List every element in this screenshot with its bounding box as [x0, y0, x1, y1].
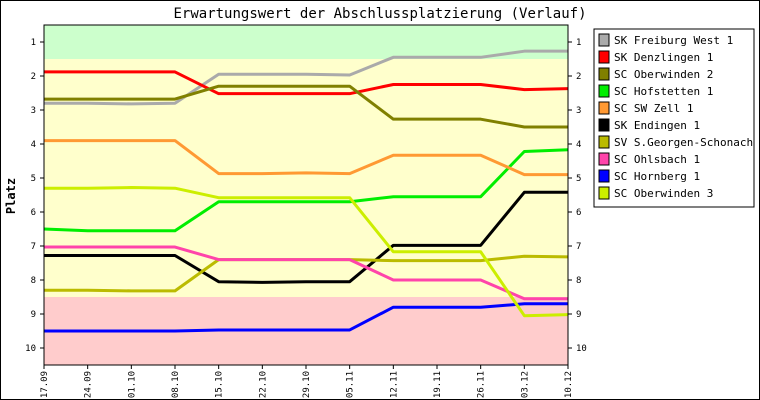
legend-swatch-5: [598, 118, 610, 132]
legend-swatch-7: [598, 152, 610, 166]
y-tick-label-right: 5: [576, 174, 581, 184]
legend-entry-2: SC Oberwinden 2: [614, 68, 713, 81]
legend: SK Freiburg West 1 SK Denzlingen 1 SC Ober…: [593, 28, 760, 208]
x-tick-label: 10.12: [564, 371, 574, 398]
legend-entry-9: SC Oberwinden 3: [614, 187, 713, 200]
legend-entry-4: SC SW Zell 1: [614, 102, 693, 115]
chart-title: Erwartungswert der Abschlussplatzierung …: [173, 6, 586, 22]
zone-0: [44, 25, 568, 59]
legend-entry-8: SC Hornberg 1: [614, 170, 700, 183]
x-tick-label: 03.12: [520, 371, 530, 398]
legend-entry-7: SC Ohlsbach 1: [614, 153, 700, 166]
y-tick-label-right: 9: [576, 310, 581, 320]
y-tick-label-left: 5: [31, 174, 36, 184]
x-tick-label: 15.10: [215, 371, 225, 398]
series-line-1: [44, 70, 569, 96]
series-lines: [43, 49, 569, 333]
x-tick-label: 08.10: [171, 371, 181, 398]
legend-entry-5: SK Endingen 1: [614, 119, 700, 132]
series-line-9: [44, 186, 569, 318]
series-line-5: [44, 190, 568, 284]
legend-box: [593, 28, 755, 208]
y-tick-label-left: 3: [31, 106, 36, 116]
x-tick-label: 29.10: [302, 371, 312, 398]
y-tick-label-right: 1: [576, 38, 581, 48]
y-tick-label-right: 4: [576, 140, 581, 150]
y-tick-label-left: 4: [31, 140, 36, 150]
x-tick-label: 19.11: [433, 371, 443, 398]
x-tick-label: 05.11: [346, 371, 356, 398]
series-line-4: [44, 139, 568, 177]
series-line-7: [44, 245, 568, 301]
legend-entry-6: SV S.Georgen-Schonach 1: [614, 136, 760, 149]
y-tick-label-right: 6: [576, 208, 581, 218]
legend-swatch-2: [598, 67, 610, 81]
x-tick-label: 01.10: [127, 371, 137, 398]
x-tick-label: 17.09: [40, 371, 50, 398]
legend-swatch-4: [598, 101, 610, 115]
y-tick-label-right: 10: [576, 344, 587, 354]
series-line-0: [44, 49, 568, 106]
y-tick-label-left: 10: [25, 344, 36, 354]
x-tick-label: 22.10: [258, 371, 268, 398]
legend-swatch-9: [598, 186, 610, 200]
legend-swatch-0: [598, 33, 610, 47]
y-tick-label-left: 6: [31, 208, 36, 218]
legend-swatch-6: [598, 135, 610, 149]
y-tick-label-left: 2: [31, 72, 36, 82]
legend-swatch-1: [598, 50, 610, 64]
y-tick-label-left: 1: [31, 38, 36, 48]
y-tick-label-left: 9: [31, 310, 36, 320]
y-tick-label-right: 8: [576, 276, 581, 286]
legend-entry-1: SK Denzlingen 1: [614, 51, 713, 64]
x-tick-label: 26.11: [477, 371, 487, 398]
y-axis-label: Platz: [4, 178, 18, 214]
y-tick-label-left: 8: [31, 276, 36, 286]
x-tick-label: 24.09: [84, 371, 94, 398]
legend-swatch-8: [598, 169, 610, 183]
y-tick-label-right: 3: [576, 106, 581, 116]
series-line-8: [44, 302, 568, 333]
series-line-3: [43, 148, 569, 233]
x-tick-label: 12.11: [389, 371, 399, 398]
legend-entry-0: SK Freiburg West 1: [614, 34, 733, 47]
y-tick-label-right: 2: [576, 72, 581, 82]
legend-swatch-3: [598, 84, 610, 98]
axes: 1 1 2 2 3 3 4 4 5 5 6 6 7 7 8 8 9 9 10 10 17.09 24.09 01.10 08.…: [25, 38, 587, 398]
y-tick-label-left: 7: [31, 242, 36, 252]
legend-entry-3: SC Hofstetten 1: [614, 85, 713, 98]
series-line-2: [44, 84, 568, 129]
y-tick-label-right: 7: [576, 242, 581, 252]
plot-zones: [44, 25, 568, 365]
